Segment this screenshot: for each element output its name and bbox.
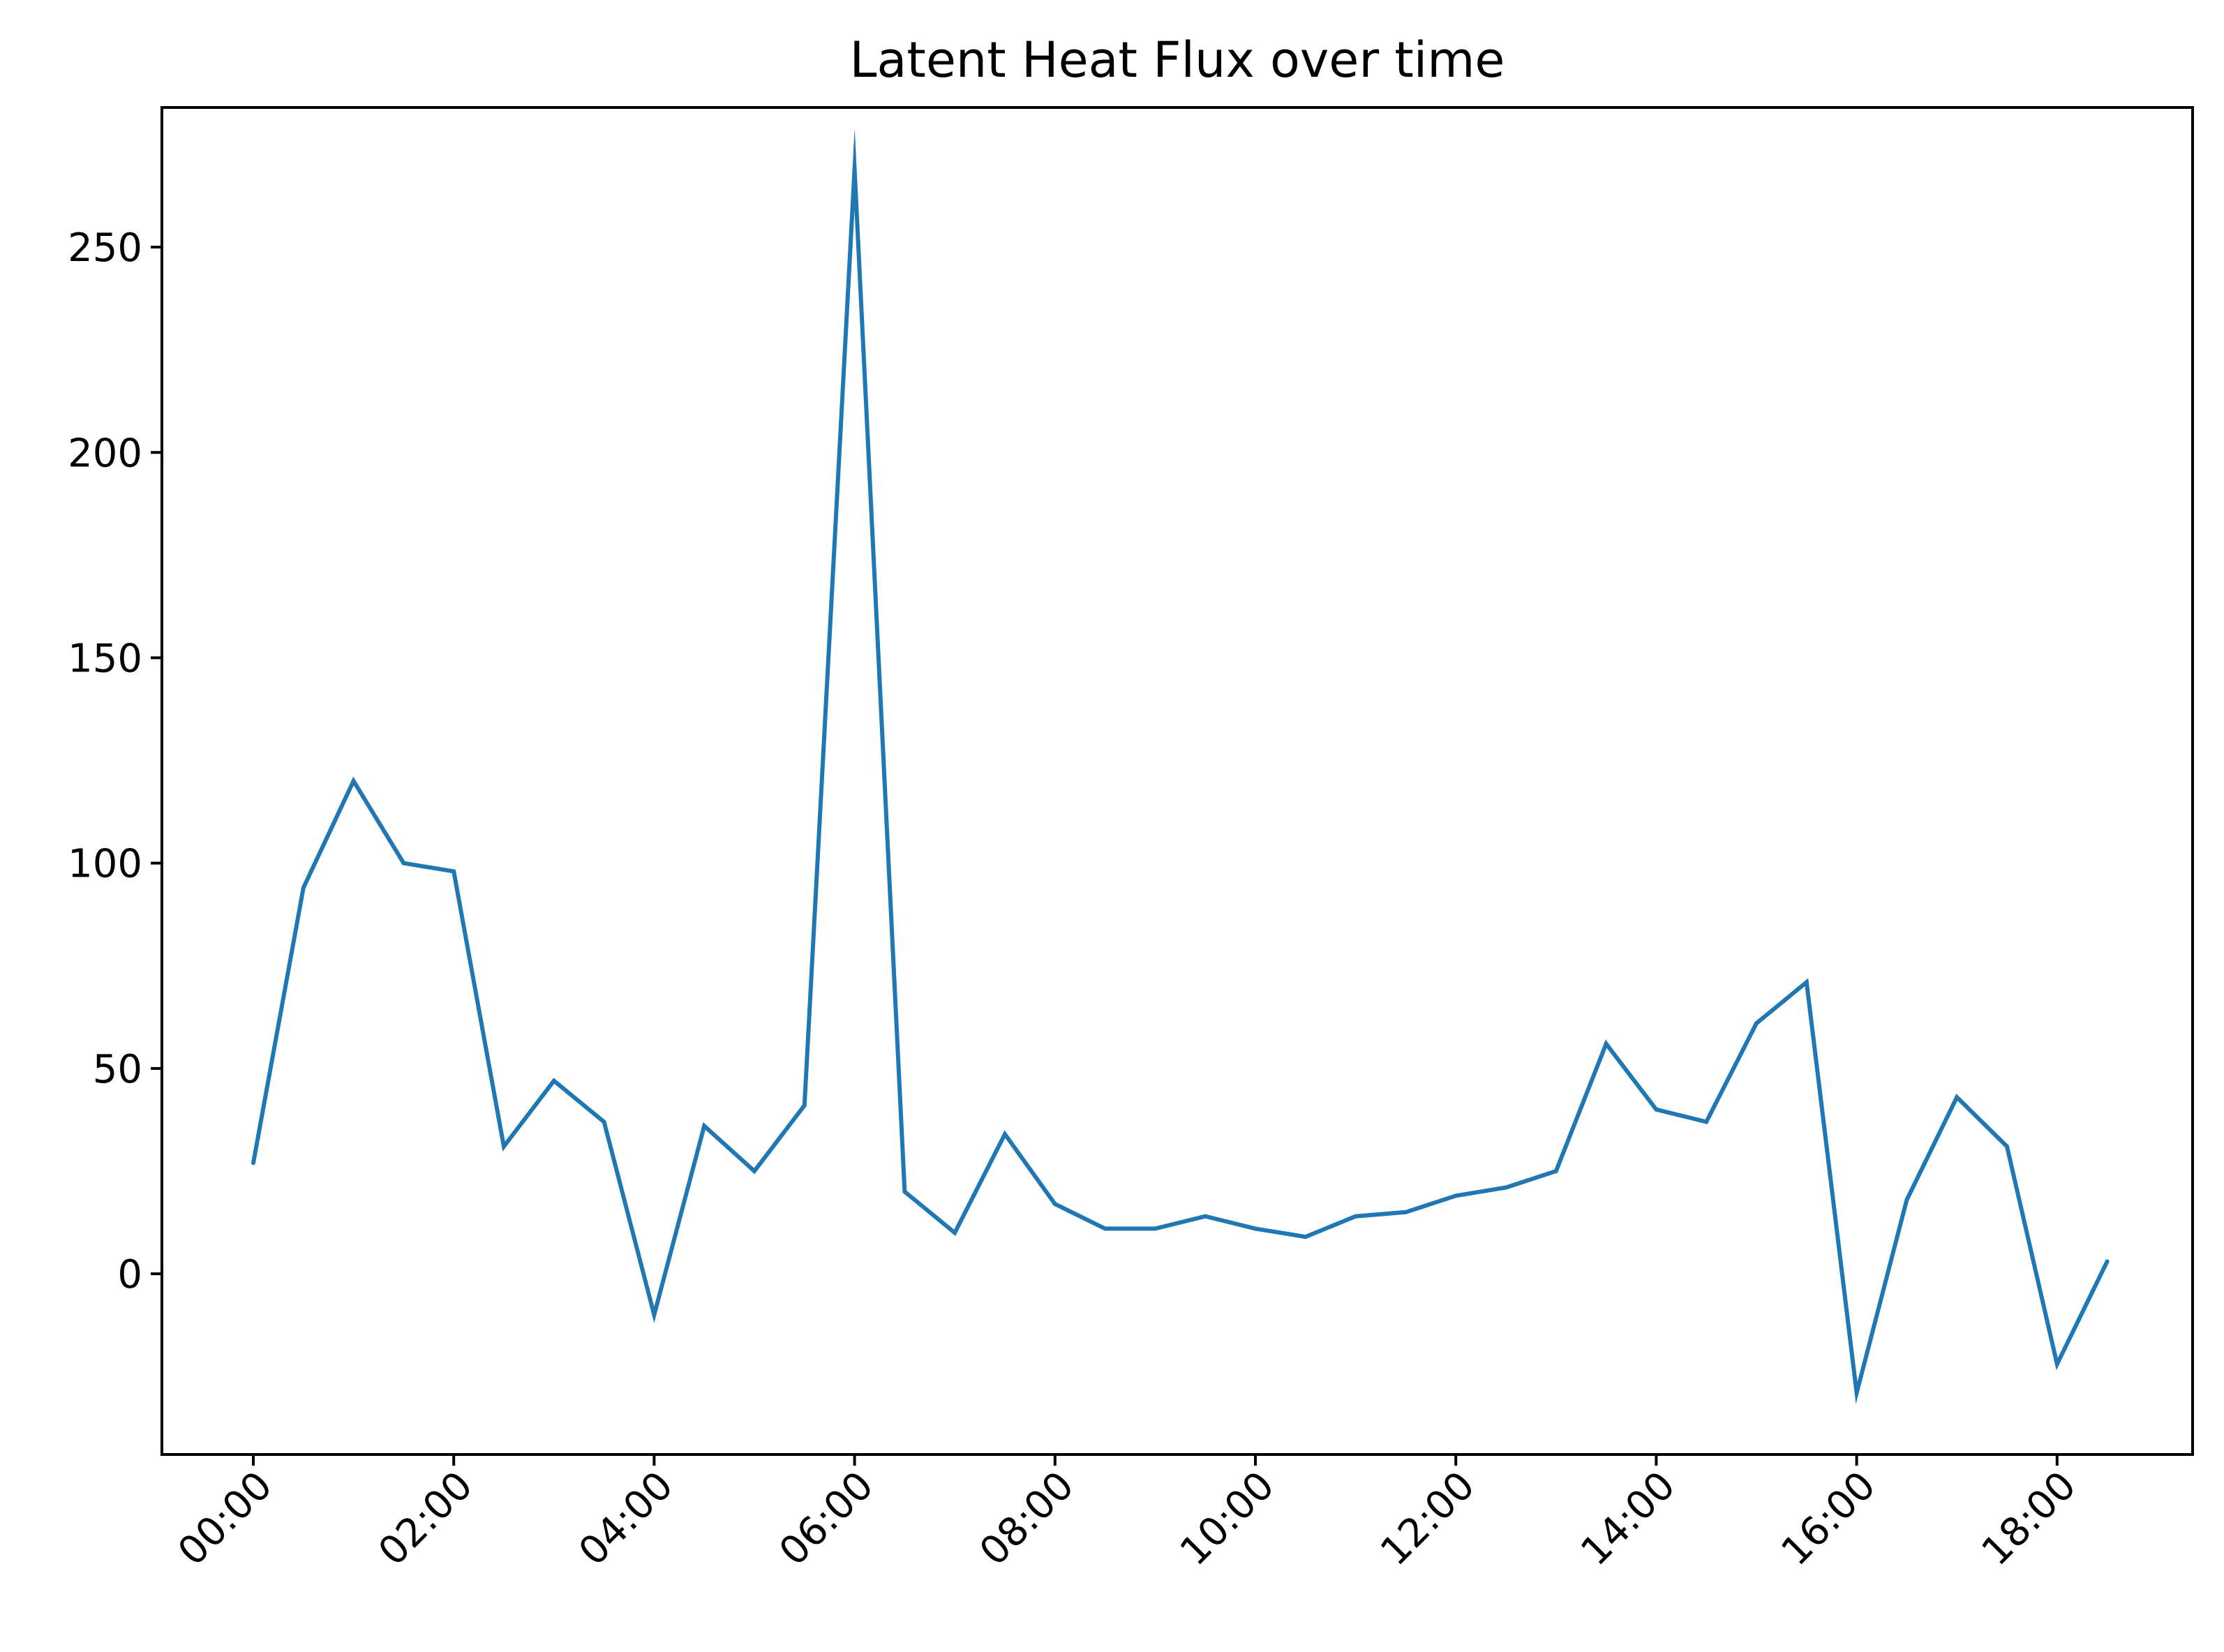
data-point [1303,1235,1308,1240]
data-point [451,869,456,874]
series-layer [251,128,2110,1404]
data-point [852,167,857,172]
data-point [953,1230,957,1235]
y-tick-label: 200 [68,431,142,476]
y-tick-label: 0 [117,1252,142,1297]
data-point [1804,980,1809,985]
data-point [251,1161,255,1166]
data-point [1103,1226,1107,1231]
data-point [1754,1021,1759,1026]
data-point [1003,1132,1007,1136]
y-tick-label: 250 [68,225,142,271]
data-point [602,1119,606,1124]
data-point [1504,1185,1508,1190]
data-point [1955,1095,1960,1100]
data-point [401,861,406,865]
plot-frame [161,106,2194,1456]
y-tick-label: 100 [68,842,142,887]
chart-title: Latent Heat Flux over time [849,31,1505,89]
data-point [752,1169,756,1173]
data-point [1153,1226,1158,1231]
y-axis: 0 50 100 150 200 250 [68,225,162,1297]
data-point [1654,1107,1659,1112]
data-point [1704,1119,1709,1124]
data-point [351,779,356,783]
data-point [802,1103,807,1108]
data-point [652,1312,657,1317]
data-point [551,1078,556,1083]
series-line [251,128,2110,1404]
data-point [1854,1390,1859,1395]
data-point [1052,1202,1057,1207]
data-point [1604,1041,1609,1046]
data-point [1353,1214,1358,1219]
data-point [1403,1210,1408,1214]
data-point [2105,1259,2110,1264]
data-point [1203,1214,1208,1219]
data-point [2054,1362,2059,1367]
y-tick-label: 150 [68,636,142,681]
data-point [702,1124,707,1129]
data-point [1904,1198,1909,1203]
data-point [1553,1169,1558,1173]
y-tick-label: 50 [93,1047,142,1092]
data-point [301,886,306,890]
data-point [502,1144,506,1149]
data-point [1253,1226,1257,1231]
data-point [1454,1193,1458,1198]
data-point [902,1189,907,1194]
data-point [2005,1144,2009,1149]
